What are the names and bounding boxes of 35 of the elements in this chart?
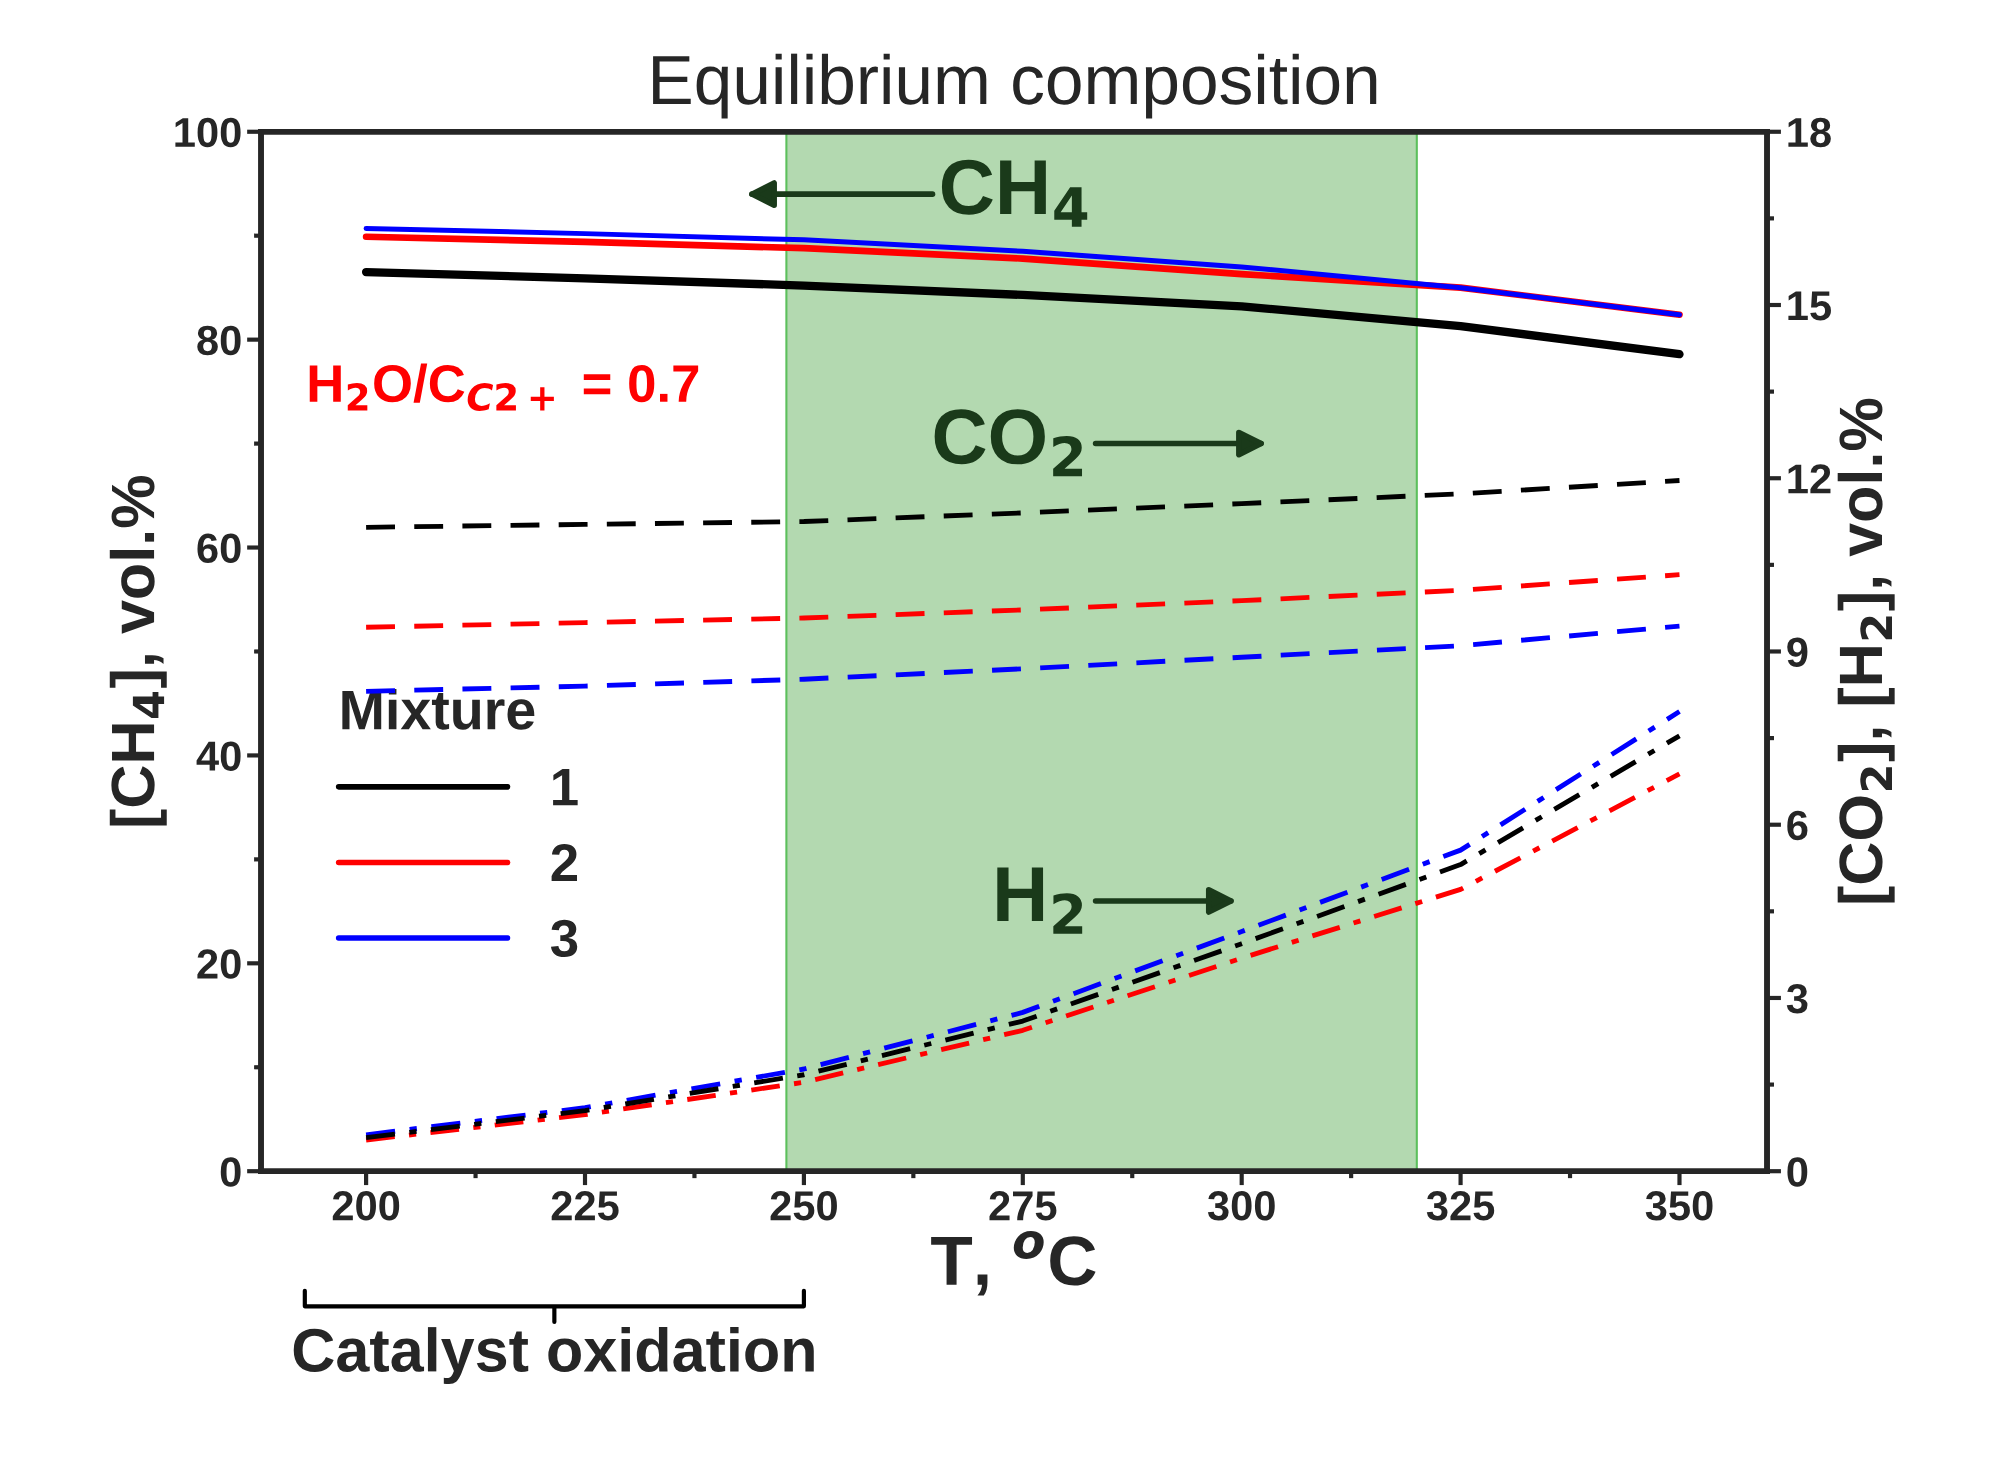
y-tick-label: 80 (197, 325, 241, 356)
annotation: H$_{2}$O/C$_{C2+}$ = 0.7 (309, 363, 699, 411)
y-axis-title: [CH$_{4}$], vol.% (109, 476, 167, 826)
legend-label: 2 (551, 844, 578, 881)
y2-tick-label: 18 (1788, 117, 1831, 148)
x-tick-label: 275 (989, 1191, 1057, 1221)
x-tick-label: 225 (551, 1191, 619, 1221)
y-tick-label: 20 (197, 949, 241, 979)
x-tick-label: 250 (770, 1191, 837, 1221)
text: Catalyst oxidation (293, 1327, 814, 1385)
y2-tick-label: 15 (1788, 291, 1831, 321)
line-series (363, 478, 1682, 530)
annotation: H$_{2}$ (997, 867, 1083, 934)
legend-title: Mixture (342, 688, 535, 730)
y-tick-label: 40 (196, 741, 241, 771)
x-tick-label: 350 (1645, 1191, 1713, 1221)
y2-axis-title: [CO$_{2}$], [H$_{2}$], vol.% (1837, 398, 1895, 903)
y-tick-label: 0 (220, 1157, 241, 1187)
x-tick-label: 325 (1426, 1191, 1495, 1221)
annotation: CO$_{2}$ (934, 409, 1083, 477)
y-tick-label: 100 (175, 117, 241, 148)
y2-tick-label: 12 (1788, 464, 1831, 494)
legend-label: 3 (550, 919, 578, 958)
line-series (363, 572, 1682, 630)
annotation: CH$_{4}$ (941, 159, 1088, 227)
x-axis-title: T, $^{o}$C (931, 1231, 1096, 1296)
y2-tick-label: 3 (1786, 983, 1808, 1014)
y2-tick-label: 6 (1787, 810, 1808, 841)
x-tick-label: 300 (1207, 1191, 1275, 1221)
legend-label: 1 (553, 769, 578, 806)
y2-tick-label: 0 (1787, 1157, 1808, 1187)
x-tick-label: 200 (332, 1191, 400, 1221)
chart-title: Equilibrium composition (653, 53, 1377, 119)
y2-tick-label: 9 (1787, 637, 1808, 667)
y-tick-label: 60 (197, 533, 241, 564)
